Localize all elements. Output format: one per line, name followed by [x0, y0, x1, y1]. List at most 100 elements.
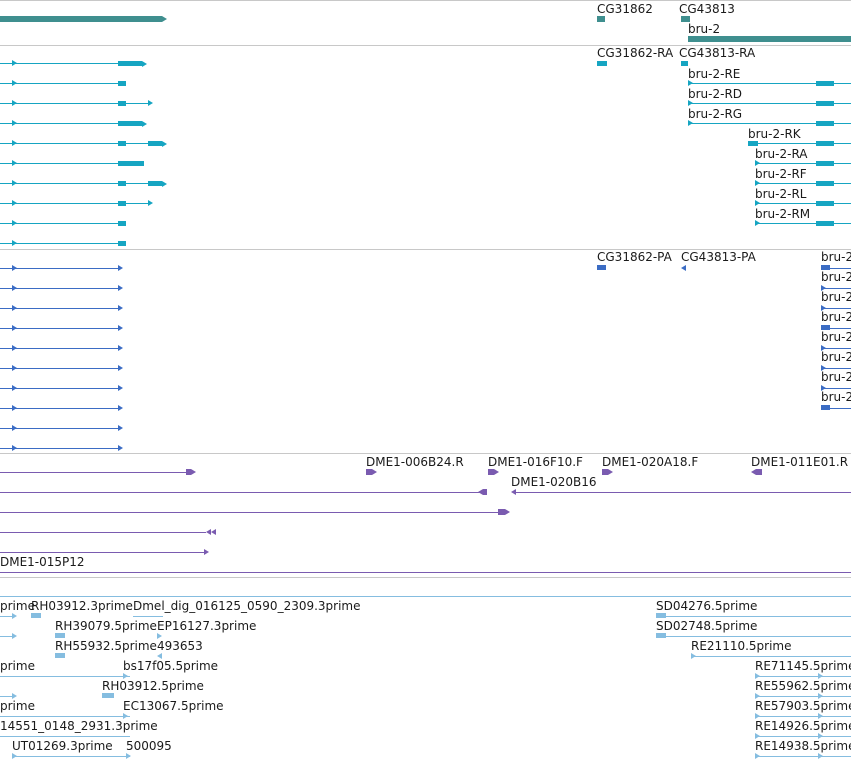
transcript-exon[interactable]	[118, 161, 144, 166]
est-line[interactable]	[0, 696, 14, 697]
transcript-label[interactable]: bru-2-RL	[755, 187, 807, 201]
est-label[interactable]: UT01269.3prime	[12, 739, 113, 753]
gene-feature[interactable]	[0, 16, 162, 22]
transcript-intron[interactable]	[0, 143, 150, 144]
est-label[interactable]: RH03912.3prime	[31, 599, 133, 613]
bac-end-feature[interactable]	[366, 469, 372, 475]
transcript-exon[interactable]	[597, 61, 607, 66]
est-line[interactable]	[666, 616, 851, 617]
protein-intron[interactable]	[0, 288, 118, 289]
protein-label[interactable]: bru-2	[821, 270, 851, 284]
transcript-label[interactable]: bru-2-RF	[755, 167, 807, 181]
transcript-label[interactable]: bru-2-RM	[755, 207, 811, 221]
est-line[interactable]	[0, 636, 14, 637]
protein-label[interactable]: bru-2	[821, 290, 851, 304]
gene-label[interactable]: bru-2	[688, 22, 721, 36]
bac-end-feature[interactable]	[498, 509, 505, 515]
transcript-exon[interactable]	[118, 201, 126, 206]
transcript-exon[interactable]	[748, 141, 758, 146]
est-label[interactable]: RE55962.5prime	[755, 679, 851, 693]
transcript-intron[interactable]	[688, 103, 851, 104]
protein-label[interactable]: bru-2	[821, 250, 851, 264]
protein-intron[interactable]	[821, 388, 851, 389]
est-line[interactable]	[666, 636, 851, 637]
est-line[interactable]	[755, 736, 851, 737]
est-label[interactable]: RH03912.5prime	[102, 679, 204, 693]
transcript-intron[interactable]	[0, 103, 150, 104]
transcript-exon[interactable]	[148, 181, 162, 186]
est-label[interactable]: RE14938.5prime	[755, 739, 851, 753]
est-feature[interactable]	[55, 633, 65, 638]
transcript-exon[interactable]	[118, 101, 126, 106]
est-line[interactable]	[755, 756, 851, 757]
transcript-intron[interactable]	[0, 183, 150, 184]
est-label[interactable]: prime	[0, 599, 35, 613]
est-line[interactable]	[0, 616, 14, 617]
gene-label[interactable]: CG31862	[597, 2, 653, 16]
protein-intron[interactable]	[0, 268, 118, 269]
est-label[interactable]: 500095	[126, 739, 172, 753]
est-label[interactable]: prime	[0, 659, 35, 673]
transcript-intron[interactable]	[758, 143, 851, 144]
est-label[interactable]: SD04276.5prime	[656, 599, 758, 613]
est-label[interactable]: RE21110.5prime	[691, 639, 792, 653]
bac-end-label[interactable]: DME1-015P12	[0, 555, 85, 569]
transcript-intron[interactable]	[688, 83, 851, 84]
bac-end-feature[interactable]	[488, 469, 494, 475]
bac-end-label[interactable]: DME1-020B16	[511, 475, 597, 489]
bac-end-line[interactable]	[0, 512, 500, 513]
transcript-intron[interactable]	[0, 203, 150, 204]
est-label[interactable]: RE57903.5prime	[755, 699, 851, 713]
transcript-exon[interactable]	[118, 81, 126, 86]
transcript-exon[interactable]	[816, 221, 834, 226]
transcript-exon[interactable]	[118, 61, 142, 66]
transcript-exon[interactable]	[816, 201, 834, 206]
protein-intron[interactable]	[821, 368, 851, 369]
bac-end-label[interactable]: DME1-011E01.R	[751, 455, 849, 469]
transcript-intron[interactable]	[0, 223, 118, 224]
gene-label[interactable]: CG43813	[679, 2, 735, 16]
transcript-intron[interactable]	[0, 63, 118, 64]
est-feature[interactable]	[55, 653, 65, 658]
protein-intron[interactable]	[0, 428, 118, 429]
bac-end-line[interactable]	[0, 472, 188, 473]
transcript-exon[interactable]	[681, 61, 688, 66]
est-label[interactable]: RE14926.5prime	[755, 719, 851, 733]
est-label[interactable]: 493653	[157, 639, 203, 653]
transcript-exon[interactable]	[118, 121, 142, 126]
est-label[interactable]: bs17f05.5prime	[123, 659, 219, 673]
bac-end-feature[interactable]	[186, 469, 191, 475]
protein-intron[interactable]	[0, 448, 118, 449]
protein-label[interactable]: CG43813-PA	[681, 250, 756, 264]
est-line[interactable]	[0, 736, 130, 737]
protein-exon[interactable]	[821, 405, 830, 410]
transcript-label[interactable]: CG31862-RA	[597, 46, 674, 60]
transcript-intron[interactable]	[755, 183, 851, 184]
bac-end-label[interactable]: DME1-020A18.F	[602, 455, 699, 469]
bac-end-feature[interactable]	[483, 489, 487, 495]
bac-end-line[interactable]	[516, 492, 851, 493]
protein-intron[interactable]	[0, 348, 118, 349]
transcript-exon[interactable]	[118, 221, 126, 226]
est-feature[interactable]	[102, 693, 114, 698]
protein-exon[interactable]	[821, 325, 830, 330]
est-label[interactable]: Dmel_dig_016125_0590_2309.3prime	[133, 599, 361, 613]
transcript-intron[interactable]	[0, 83, 118, 84]
est-label[interactable]: RH39079.5prime	[55, 619, 157, 633]
est-feature[interactable]	[656, 633, 666, 638]
transcript-exon[interactable]	[816, 101, 834, 106]
est-line[interactable]	[133, 616, 163, 617]
est-line[interactable]	[691, 656, 851, 657]
protein-intron[interactable]	[830, 268, 851, 269]
protein-intron[interactable]	[0, 328, 118, 329]
protein-intron[interactable]	[830, 328, 851, 329]
transcript-label[interactable]: CG43813-RA	[679, 46, 756, 60]
transcript-exon[interactable]	[816, 141, 834, 146]
transcript-exon[interactable]	[148, 141, 162, 146]
transcript-label[interactable]: bru-2-RA	[755, 147, 808, 161]
est-label[interactable]: EC13067.5prime	[123, 699, 224, 713]
est-feature[interactable]	[31, 613, 41, 618]
transcript-intron[interactable]	[688, 123, 851, 124]
bac-end-line[interactable]	[0, 572, 851, 573]
